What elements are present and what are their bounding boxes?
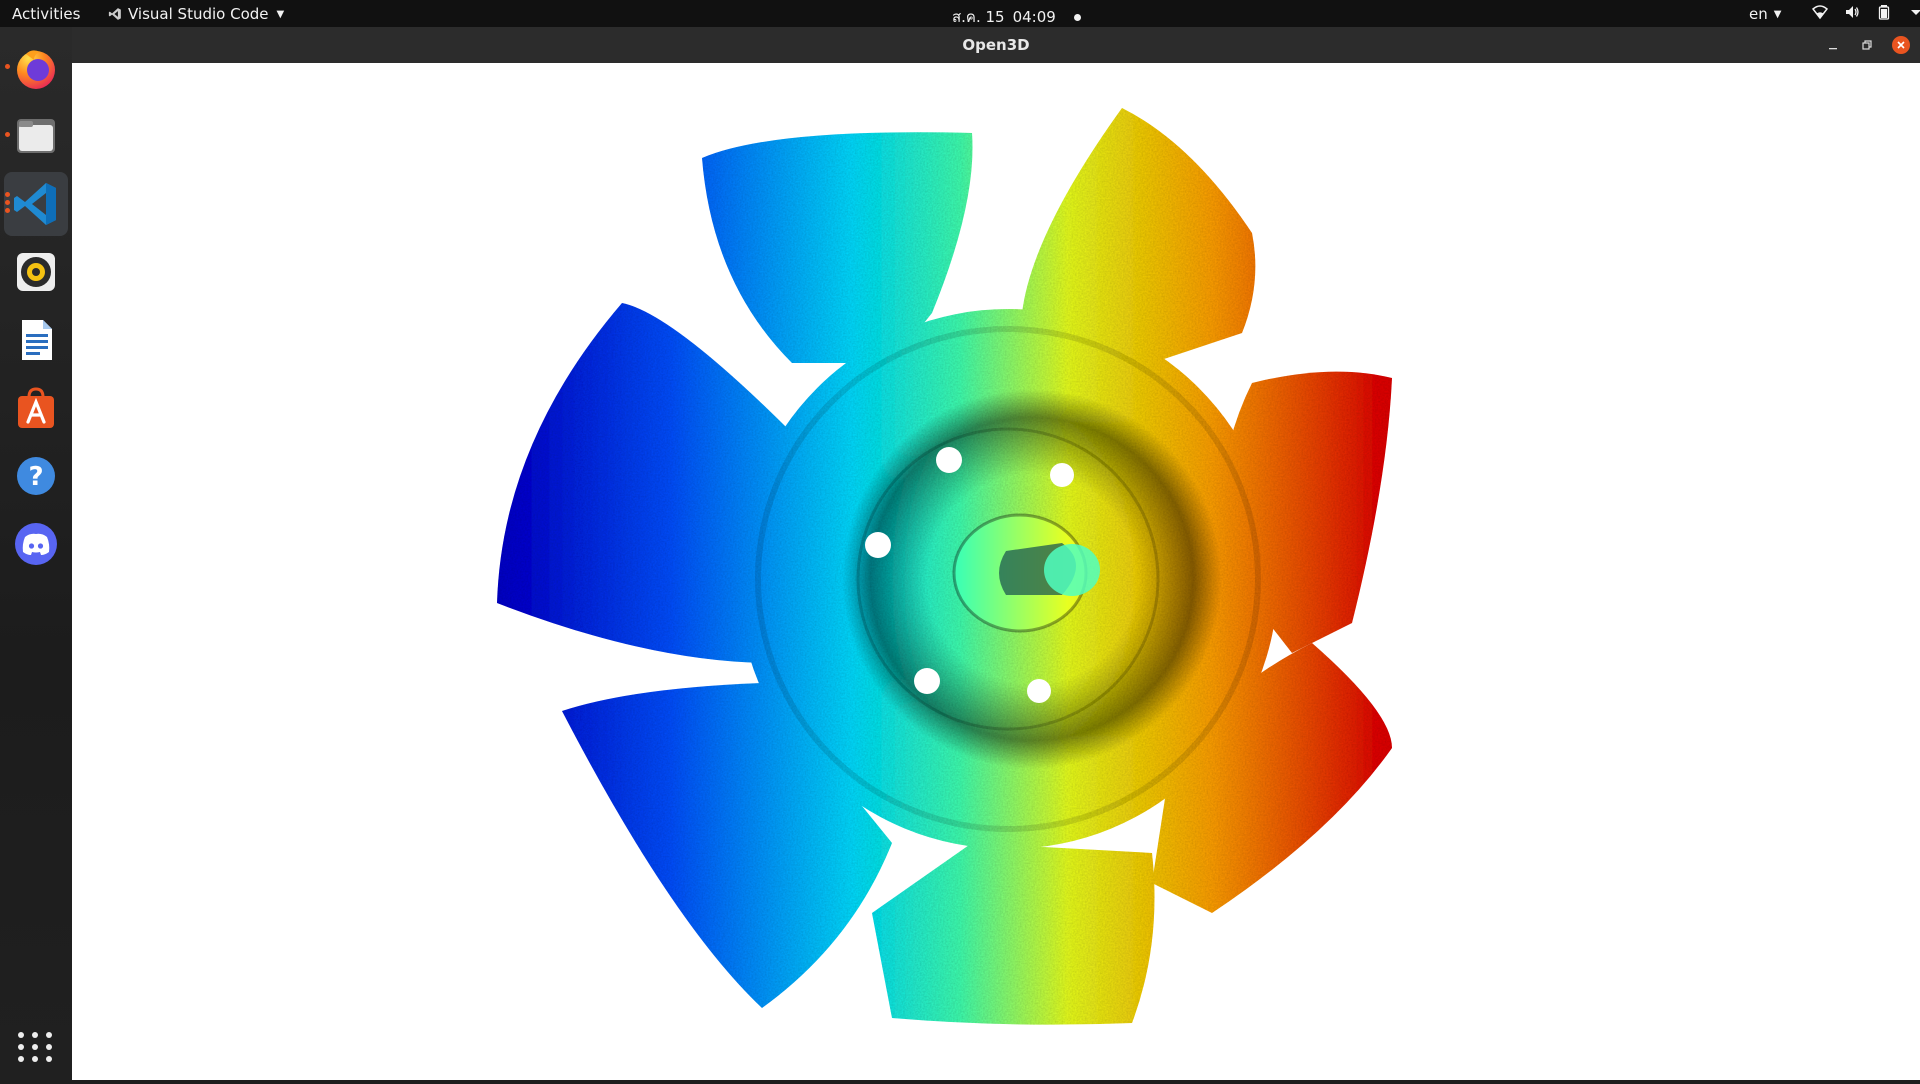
3d-viewport[interactable]	[72, 63, 1920, 1080]
svg-text:?: ?	[28, 462, 43, 492]
bolt-hole	[914, 668, 940, 694]
app-menu-label: Visual Studio Code	[128, 5, 269, 23]
help-icon: ?	[17, 457, 55, 495]
fan-hub-rim	[755, 326, 1261, 832]
writer-icon	[22, 320, 52, 360]
vscode-small-icon	[108, 8, 121, 20]
dock-item-rhythmbox[interactable]	[4, 240, 68, 304]
fan-blade	[562, 683, 892, 1008]
dock: ?	[0, 27, 73, 1080]
fan-hub-groove	[856, 427, 1160, 731]
restore-icon	[1862, 40, 1872, 50]
bolt-hole	[936, 447, 962, 473]
wifi-icon	[1812, 5, 1828, 20]
running-indicator	[5, 64, 10, 69]
fan-blade	[872, 843, 1155, 1025]
fan-blade	[702, 132, 973, 363]
grid-dot-icon	[18, 1044, 24, 1050]
grid-dot-icon	[32, 1056, 38, 1062]
show-applications-button[interactable]	[16, 1027, 56, 1067]
system-menu-chevron-icon	[1911, 10, 1920, 15]
vscode-icon	[14, 183, 56, 225]
grid-dot-icon	[32, 1032, 38, 1038]
grid-dot-icon	[46, 1032, 52, 1038]
dock-item-libreoffice-writer[interactable]	[4, 308, 68, 372]
grid-dot-icon	[46, 1056, 52, 1062]
running-indicator	[5, 200, 10, 205]
chevron-down-icon: ▼	[1773, 8, 1782, 20]
files-icon	[17, 119, 55, 153]
fan-blade	[1022, 108, 1256, 363]
clock-date: ส.ค. 15	[952, 8, 1005, 26]
grid-dot-icon	[46, 1044, 52, 1050]
grid-dot-icon	[18, 1056, 24, 1062]
bolt-hole	[865, 532, 891, 558]
app-menu[interactable]: Visual Studio Code ▼	[108, 5, 284, 23]
close-button[interactable]	[1892, 36, 1910, 54]
battery-icon	[1878, 5, 1890, 20]
grid-dot-icon	[18, 1032, 24, 1038]
discord-icon	[15, 523, 57, 565]
running-indicator	[5, 208, 10, 213]
software-store-icon	[18, 387, 54, 428]
maximize-button[interactable]	[1858, 36, 1876, 54]
top-bar: Activities Visual Studio Code ▼ ส.ค. 15 …	[0, 0, 1920, 27]
activities-button[interactable]: Activities	[12, 5, 81, 23]
chevron-down-icon: ▼	[276, 8, 285, 20]
shaft-end	[1044, 544, 1100, 596]
fan-blade	[497, 303, 792, 663]
window-title: Open3D	[962, 36, 1030, 54]
minimize-icon	[1829, 48, 1837, 50]
running-indicator	[5, 132, 10, 137]
grid-dot-icon	[32, 1044, 38, 1050]
fan-blade	[1152, 643, 1392, 913]
system-tray[interactable]	[1812, 4, 1920, 20]
language-indicator[interactable]: en ▼	[1749, 5, 1781, 23]
bolt-hole	[1050, 463, 1074, 487]
rhythmbox-icon	[17, 253, 55, 291]
dock-item-discord[interactable]	[4, 512, 68, 576]
dock-item-vscode[interactable]	[4, 172, 68, 236]
close-icon	[1897, 41, 1905, 49]
firefox-icon	[17, 50, 55, 89]
minimize-button[interactable]	[1824, 36, 1842, 54]
dock-item-help[interactable]: ?	[4, 444, 68, 508]
point-cloud-fan	[497, 108, 1392, 1025]
dock-item-ubuntu-software[interactable]	[4, 376, 68, 440]
window-titlebar[interactable]: Open3D	[72, 27, 1920, 63]
running-indicator	[5, 192, 10, 197]
open3d-window: Open3D	[72, 27, 1920, 1080]
clock-time: 04:09	[1012, 8, 1056, 26]
dock-item-files[interactable]	[4, 104, 68, 168]
clock[interactable]: ส.ค. 15 04:09	[952, 5, 1081, 29]
bolt-hole	[1027, 679, 1051, 703]
dock-item-firefox[interactable]	[4, 36, 68, 100]
language-label: en	[1749, 5, 1768, 23]
notification-dot-icon	[1073, 13, 1081, 21]
volume-icon	[1846, 6, 1859, 18]
